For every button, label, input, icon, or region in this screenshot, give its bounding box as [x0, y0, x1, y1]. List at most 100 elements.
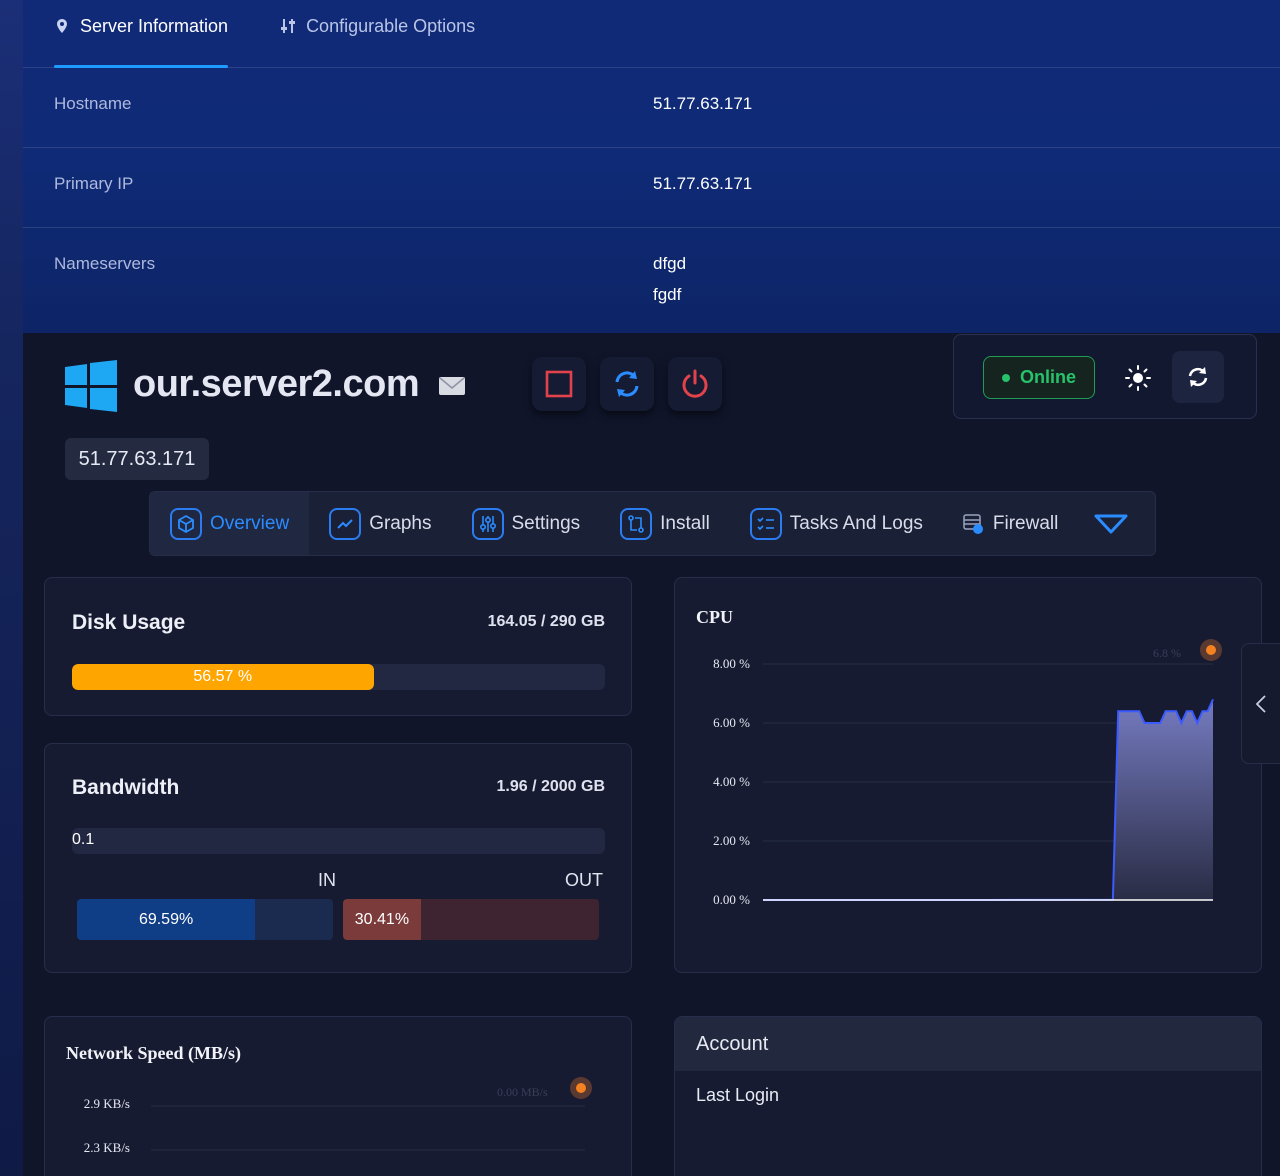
cpu-area-fill	[763, 699, 1213, 900]
info-value-list: dfgd fgdf	[653, 248, 686, 344]
info-label: Nameservers	[54, 254, 156, 273]
online-status-badge: Online	[983, 356, 1095, 399]
network-chart-title: Network Speed (MB/s)	[66, 1043, 241, 1063]
cpu-chart-card: CPU 8.00 % 6.00 % 4.00 % 2.00 % 0.00 % 6.8 %	[674, 577, 1262, 973]
tab-settings[interactable]: Settings	[452, 492, 601, 555]
disk-usage-fill: 56.57 %	[72, 664, 374, 690]
restart-icon	[615, 371, 639, 397]
y-tick-label: 8.00 %	[713, 656, 750, 671]
network-legend-label: 0.00 MB/s	[497, 1085, 548, 1099]
status-panel: Online	[953, 334, 1257, 419]
server-hostname-title: our.server2.com	[133, 363, 420, 405]
card-title: Bandwidth	[72, 776, 180, 799]
power-button[interactable]	[668, 357, 722, 411]
info-row-nameservers: Nameservers dfgd fgdf	[23, 228, 1280, 344]
refresh-icon	[1188, 367, 1208, 387]
tab-label: Graphs	[369, 512, 432, 534]
info-value: 51.77.63.171	[653, 94, 753, 113]
location-pin-icon	[57, 19, 67, 33]
info-row-primary-ip: Primary IP 51.77.63.171	[23, 148, 1280, 228]
tab-overview[interactable]: Overview	[150, 492, 310, 555]
server-information-panel: Server Information Configurable Options …	[23, 0, 1280, 333]
server-ip-chip: 51.77.63.171	[65, 438, 209, 480]
y-tick-label: 0.00 %	[713, 892, 750, 907]
nameserver-value: dfgd	[653, 254, 687, 273]
y-tick-label: 2.3 KB/s	[84, 1140, 130, 1155]
stop-icon	[545, 370, 573, 398]
tab-tasks-and-logs[interactable]: Tasks And Logs	[730, 492, 943, 555]
disk-usage-value: 164.05 / 290 GB	[487, 613, 605, 630]
server-nav-tabs: Overview Graphs Settings Install Tasks A…	[149, 491, 1156, 556]
bandwidth-used-label: 0.1	[72, 831, 95, 848]
disk-usage-bar: 56.57 %	[72, 664, 605, 690]
y-tick-label: 6.00 %	[713, 715, 750, 730]
status-dot-icon	[1001, 373, 1010, 382]
cpu-legend-dot	[1206, 645, 1216, 655]
in-fill: 69.59%	[77, 899, 256, 940]
network-speed-card: Network Speed (MB/s) 2.9 KB/s 2.3 KB/s 0…	[44, 1016, 632, 1176]
refresh-status-button[interactable]	[1172, 351, 1224, 403]
out-percent-label: 30.41%	[354, 910, 410, 928]
left-edge-strip	[0, 0, 23, 1176]
tab-firewall[interactable]: Firewall	[943, 492, 1078, 555]
y-tick-label: 4.00 %	[713, 774, 750, 789]
checklist-icon	[749, 507, 782, 540]
info-row-hostname: Hostname 51.77.63.171	[23, 68, 1280, 148]
in-percent-label: 69.59%	[138, 910, 194, 928]
tab-label: Tasks And Logs	[789, 512, 923, 534]
out-bar: 30.41%	[343, 899, 599, 940]
info-value: 51.77.63.171	[653, 174, 753, 193]
stop-button[interactable]	[532, 357, 586, 411]
out-label: OUT	[565, 870, 603, 890]
in-label: IN	[318, 870, 336, 890]
bandwidth-usage-bar: 0.1	[72, 828, 605, 854]
power-icon	[682, 369, 708, 398]
info-tab-bar: Server Information Configurable Options	[23, 0, 1280, 68]
info-label: Hostname	[54, 94, 132, 113]
sliders-icon	[471, 507, 504, 540]
mail-icon[interactable]	[438, 376, 466, 396]
y-tick-label: 2.00 %	[713, 833, 750, 848]
info-label: Primary IP	[54, 174, 134, 193]
bandwidth-card: Bandwidth 1.96 / 2000 GB 0.1 IN OUT 69.5…	[44, 743, 632, 973]
chevron-left-icon	[1255, 694, 1266, 713]
chevron-down-icon[interactable]	[1094, 512, 1128, 536]
line-graph-icon	[329, 507, 362, 540]
tab-configurable-options[interactable]: Configurable Options	[280, 0, 475, 68]
status-text: Online	[1019, 367, 1076, 387]
account-card: Account Last Login	[674, 1016, 1262, 1176]
network-chart: 2.9 KB/s 2.3 KB/s 0.00 MB/s	[84, 1077, 592, 1155]
account-card-header: Account	[675, 1017, 1261, 1071]
tab-label: Settings	[511, 512, 581, 534]
out-fill: 30.41%	[343, 899, 421, 940]
in-bar: 69.59%	[77, 899, 333, 940]
sliders-icon	[281, 19, 296, 33]
tab-label: Install	[660, 512, 710, 534]
card-title: Disk Usage	[72, 611, 186, 634]
disk-percent-label: 56.57 %	[193, 668, 253, 685]
tab-server-information[interactable]: Server Information	[54, 0, 229, 68]
tab-graphs[interactable]: Graphs	[309, 492, 451, 555]
tab-label: Configurable Options	[306, 15, 476, 36]
side-panel-toggle[interactable]	[1241, 643, 1280, 764]
tab-label: Server Information	[80, 15, 229, 36]
bandwidth-usage-value: 1.96 / 2000 GB	[496, 778, 605, 795]
cpu-chart-title: CPU	[696, 607, 733, 627]
disk-usage-card: Disk Usage 164.05 / 290 GB 56.57 %	[44, 577, 632, 716]
windows-logo-icon	[65, 360, 117, 412]
cpu-legend-label: 6.8 %	[1153, 646, 1181, 660]
sun-icon[interactable]	[1124, 364, 1152, 392]
tab-install[interactable]: Install	[600, 492, 730, 555]
account-title: Account	[696, 1033, 769, 1055]
y-tick-label: 2.9 KB/s	[84, 1096, 130, 1111]
last-login-label: Last Login	[696, 1085, 780, 1105]
nameserver-value: fgdf	[653, 285, 682, 304]
tab-label: Overview	[210, 512, 290, 534]
restart-button[interactable]	[600, 357, 654, 411]
server-dashboard: our.server2.com 51.77.63.171 Online	[23, 333, 1280, 1176]
firewall-icon	[963, 513, 983, 534]
tab-label: Firewall	[992, 512, 1059, 534]
git-compare-icon	[620, 507, 653, 540]
network-legend-dot	[576, 1083, 586, 1093]
cube-icon	[170, 507, 202, 540]
